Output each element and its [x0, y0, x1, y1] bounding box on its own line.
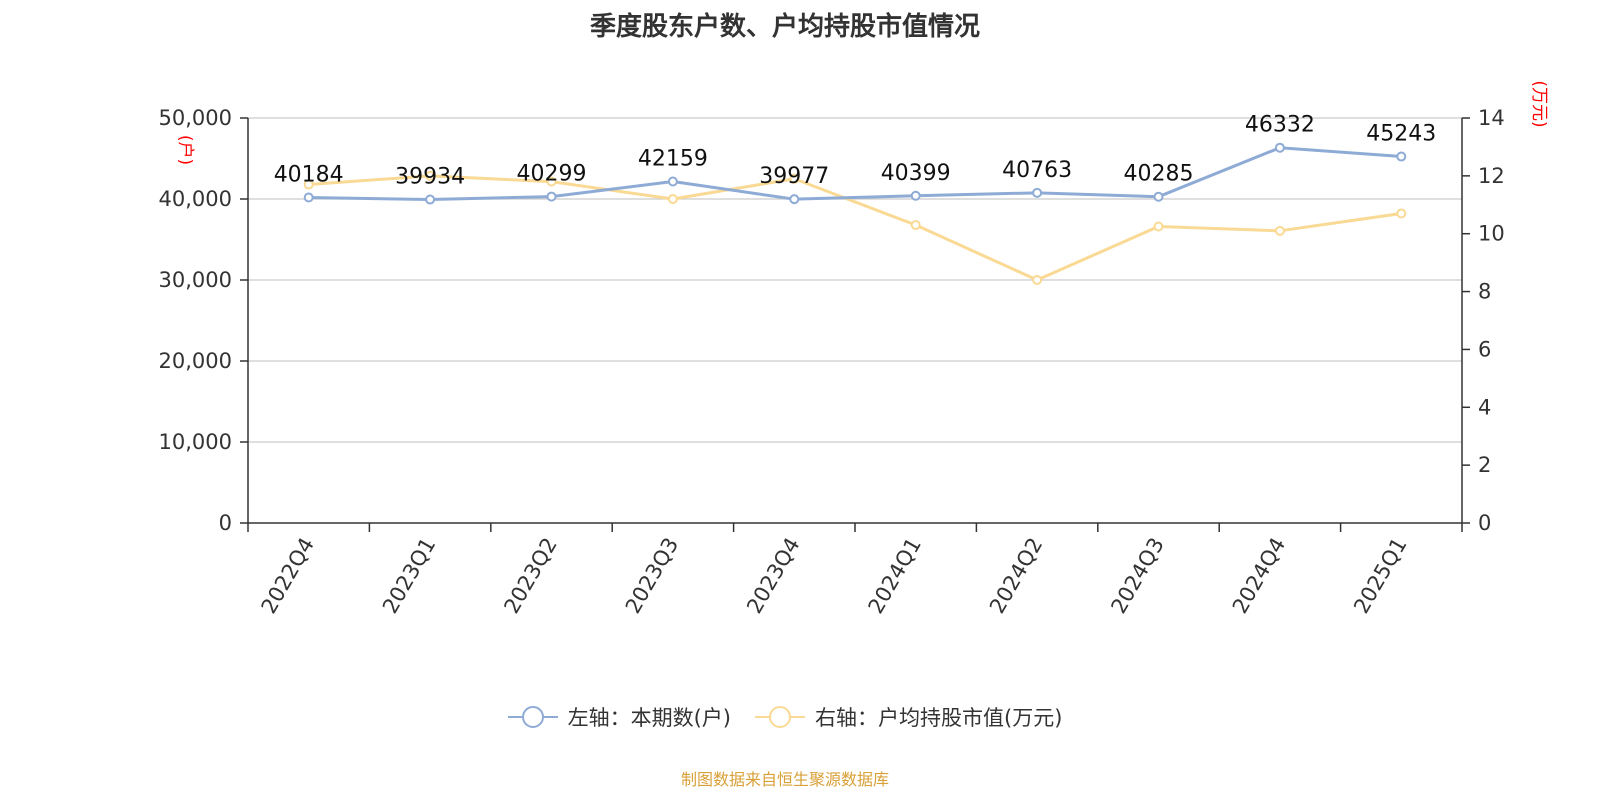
- data-label: 42159: [638, 147, 708, 172]
- y-right-axis-label: (万元): [1529, 80, 1549, 127]
- x-tick-label: 2024Q1: [864, 534, 926, 618]
- x-tick-label: 2024Q4: [1228, 534, 1290, 618]
- left-series-point: [667, 176, 678, 187]
- legend: 左轴：本期数(户) 右轴：户均持股市值(万元): [0, 702, 1570, 732]
- data-label: 40285: [1124, 162, 1194, 187]
- data-label: 39977: [759, 164, 829, 189]
- right-series-point: [1274, 225, 1285, 236]
- left-series-point: [1153, 191, 1164, 202]
- y-right-tick-label: 14: [1478, 106, 1505, 130]
- x-tick-label: 2024Q2: [985, 534, 1047, 618]
- right-series-point: [546, 176, 557, 187]
- y-right-tick-label: 4: [1478, 395, 1491, 419]
- left-series-point: [1274, 142, 1285, 153]
- y-right-tick-label: 8: [1478, 280, 1491, 304]
- x-tick-label: 2024Q3: [1106, 534, 1168, 618]
- data-label: 40399: [881, 161, 951, 186]
- left-series-point: [1032, 187, 1043, 198]
- left-series-point: [789, 194, 800, 205]
- y-left-tick-label: 30,000: [159, 268, 232, 292]
- left-series-point: [546, 191, 557, 202]
- y-left-tick-label: 40,000: [159, 187, 232, 211]
- data-label: 40299: [517, 162, 587, 187]
- y-left-tick-label: 20,000: [159, 349, 232, 373]
- x-tick-label: 2023Q2: [499, 534, 561, 618]
- axes: 0 10,000 20,000 30,000 40,000 50,000 0 2 4 6 8 10 12…: [159, 106, 1505, 618]
- data-labels: 40184 39934 40299 42159 39977 40399 40763 40285…: [274, 113, 1437, 190]
- left-series-point: [425, 194, 436, 205]
- x-tick-label: 2022Q4: [257, 534, 319, 618]
- right-series-point: [910, 220, 921, 231]
- x-tick-label: 2023Q3: [621, 534, 683, 618]
- y-left-tick-label: 10,000: [159, 430, 232, 454]
- data-label: 40184: [274, 163, 344, 188]
- y-left-axis-label: (户): [175, 135, 195, 165]
- y-left-tick-label: 50,000: [159, 106, 232, 130]
- right-series-point: [1396, 208, 1407, 219]
- right-series-point: [1153, 221, 1164, 232]
- chart-title: 季度股东户数、户均持股市值情况: [589, 12, 980, 42]
- x-tick-label: 2023Q4: [742, 534, 804, 618]
- y-right-tick-label: 0: [1478, 511, 1491, 535]
- y-right-tick-label: 10: [1478, 222, 1505, 246]
- legend-label-left-series: 左轴：本期数(户): [567, 706, 731, 730]
- right-series-point: [789, 173, 800, 184]
- source-note: 制图数据来自恒生聚源数据库: [680, 770, 889, 789]
- legend-line-circle-icon: [507, 706, 558, 728]
- legend-line-circle-icon: [755, 706, 805, 728]
- left-series-point: [303, 192, 314, 203]
- data-label: 40763: [1002, 158, 1072, 183]
- right-series-point: [303, 179, 314, 190]
- y-right-tick-label: 2: [1478, 453, 1491, 477]
- left-series-point: [910, 190, 921, 201]
- right-series-point: [667, 194, 678, 204]
- x-tick-label: 2023Q1: [378, 534, 440, 618]
- y-left-tick-label: 0: [219, 511, 232, 535]
- legend-item-right-series[interactable]: 右轴：户均持股市值(万元): [755, 702, 1062, 732]
- right-series-line: [308, 174, 1402, 282]
- series: [303, 142, 1407, 285]
- legend-item-left-series[interactable]: 左轴：本期数(户): [507, 702, 731, 732]
- data-label: 46332: [1245, 113, 1315, 138]
- y-right-tick-label: 6: [1478, 337, 1491, 361]
- y-right-tick-label: 12: [1478, 164, 1505, 188]
- right-series-point: [425, 170, 436, 181]
- right-series-point: [1032, 275, 1043, 285]
- x-tick-label: 2025Q1: [1349, 534, 1411, 618]
- data-label: 39934: [395, 165, 465, 190]
- left-series-point: [1396, 151, 1407, 162]
- left-series-line: [308, 146, 1402, 202]
- data-label: 45243: [1366, 122, 1436, 147]
- legend-label-right-series: 右轴：户均持股市值(万元): [815, 706, 1063, 730]
